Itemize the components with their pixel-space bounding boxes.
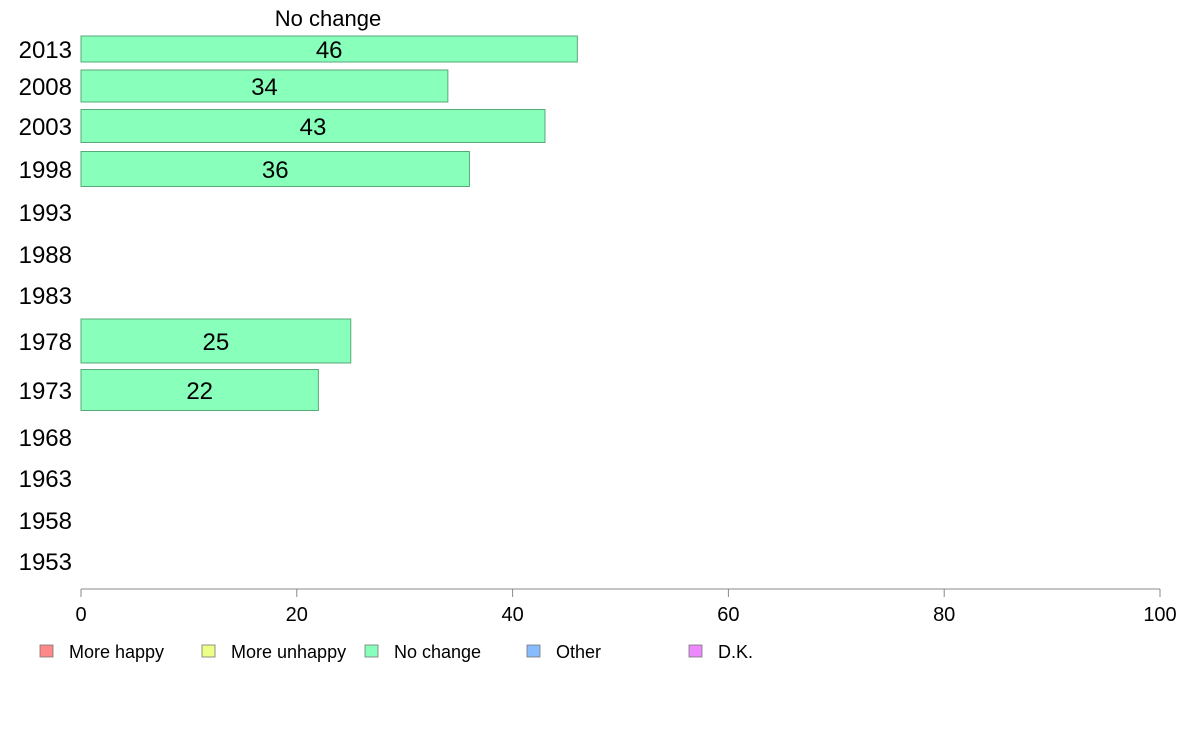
y-tick-label: 1993 [19,200,72,227]
legend-swatch [526,644,541,658]
x-tick-label: 20 [286,604,308,626]
y-tick-label: 1958 [19,508,72,535]
bar-value-label: 34 [251,74,278,101]
y-tick-label: 1983 [19,283,72,310]
bar-value-label: 25 [203,329,230,356]
bar-value-label: 36 [262,157,289,184]
legend-swatch [39,644,54,658]
x-tick-label: 100 [1143,604,1176,626]
plot-area: 2013 46 2008 34 2003 43 1998 36 1993 1988 1983 1978… [19,35,578,576]
y-tick-label: 1973 [19,378,72,405]
x-tick-label: 0 [75,604,86,626]
y-tick-label: 1963 [19,466,72,493]
legend: More happy More unhappy No change Other D.K. [39,642,753,662]
y-tick-label: 1968 [19,425,72,452]
y-tick-label: 1988 [19,242,72,269]
bar [80,35,578,63]
bar-value-label: 46 [316,37,343,64]
legend-swatch [364,644,379,658]
bar [80,369,319,411]
y-tick-label: 1978 [19,329,72,356]
bar [80,318,352,364]
y-tick-label: 1953 [19,549,72,576]
y-tick-label: 2008 [19,74,72,101]
legend-label: No change [394,642,481,662]
legend-label: More happy [69,642,164,662]
x-tick-label: 60 [717,604,739,626]
x-tick-label: 80 [933,604,955,626]
bar [80,151,470,187]
legend-swatch [201,644,216,658]
bar-value-label: 22 [186,378,213,405]
y-tick-label: 2013 [19,37,72,64]
bar-value-label: 43 [300,114,327,141]
bar [80,109,546,143]
y-tick-label: 2003 [19,114,72,141]
series-title: No change [275,6,381,31]
legend-swatch [688,644,703,658]
legend-label: Other [556,642,601,662]
legend-label: D.K. [718,642,753,662]
bar [80,69,449,103]
y-tick-label: 1998 [19,157,72,184]
x-axis: 0 20 40 60 80 100 [75,588,1177,626]
x-tick-label: 40 [501,604,523,626]
legend-label: More unhappy [231,642,346,662]
